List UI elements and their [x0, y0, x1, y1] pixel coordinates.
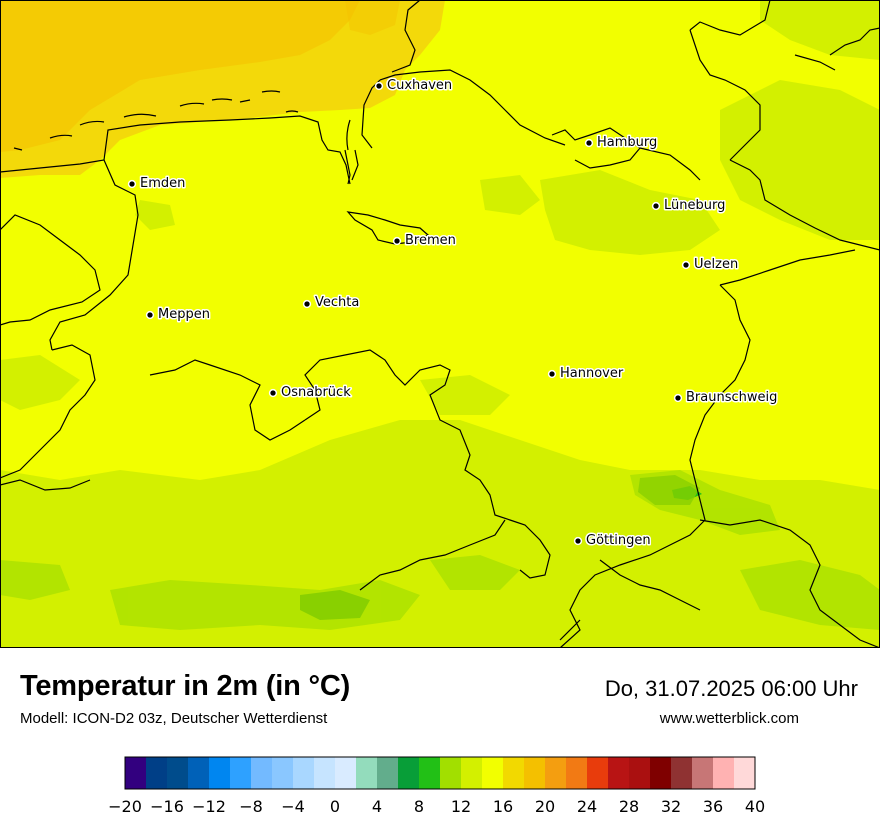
- legend-swatch: [314, 757, 336, 789]
- legend-swatch: [503, 757, 525, 789]
- legend-swatches: [125, 757, 756, 789]
- city-emden: Emden: [127, 175, 187, 193]
- temperature-field-coolest-patches: [300, 475, 702, 620]
- coastlines-and-borders: [0, 0, 880, 648]
- legend-swatch: [461, 757, 483, 789]
- legend-swatch: [692, 757, 714, 789]
- legend-swatch: [587, 757, 609, 789]
- city-vechta: Vechta: [302, 294, 361, 312]
- legend-tick-label: −16: [150, 797, 184, 816]
- city-cuxhaven: Cuxhaven: [374, 77, 454, 95]
- legend-swatch: [377, 757, 399, 789]
- legend-tick-label: −12: [192, 797, 226, 816]
- legend-swatch: [398, 757, 420, 789]
- city-markers: Cuxhaven Hamburg Emden Lüneburg Bremen U…: [127, 77, 779, 550]
- website-credit: www.wetterblick.com: [659, 710, 799, 727]
- legend-swatch: [566, 757, 588, 789]
- svg-text:Vechta: Vechta: [315, 295, 359, 310]
- legend-ticks: −20 −16 −12 −8 −4 0 4 8 12 16 20 24 28 32 36 40: [108, 797, 765, 816]
- legend-swatch: [146, 757, 168, 789]
- city-uelzen: Uelzen: [681, 256, 740, 274]
- legend-swatch: [230, 757, 252, 789]
- legend-tick-label: 16: [493, 797, 513, 816]
- forecast-datetime: Do, 31.07.2025 06:00 Uhr: [604, 676, 858, 701]
- legend-swatch: [188, 757, 210, 789]
- city-hannover: Hannover: [547, 365, 625, 383]
- legend-swatch: [482, 757, 504, 789]
- legend-swatch: [293, 757, 315, 789]
- city-braunschweig: Braunschweig: [673, 389, 779, 407]
- legend-tick-label: 40: [745, 797, 765, 816]
- legend-swatch: [251, 757, 273, 789]
- svg-text:Osnabrück: Osnabrück: [281, 385, 351, 400]
- legend-swatch: [272, 757, 294, 789]
- legend-swatch: [419, 757, 441, 789]
- legend-tick-label: −4: [281, 797, 305, 816]
- city-meppen: Meppen: [145, 306, 211, 324]
- map-title: Temperatur in 2m (in °C): [20, 670, 351, 702]
- legend-swatch: [356, 757, 378, 789]
- city-hamburg: Hamburg: [584, 134, 659, 152]
- legend-tick-label: −20: [108, 797, 142, 816]
- svg-text:Emden: Emden: [140, 176, 185, 191]
- temperature-map: Cuxhaven Hamburg Emden Lüneburg Bremen U…: [0, 0, 880, 648]
- legend-swatch: [125, 757, 147, 789]
- legend-tick-label: 36: [703, 797, 723, 816]
- legend-swatch: [650, 757, 672, 789]
- legend-swatch: [671, 757, 693, 789]
- svg-text:Hamburg: Hamburg: [597, 135, 657, 150]
- legend-swatch: [608, 757, 630, 789]
- legend-swatch: [335, 757, 357, 789]
- legend-swatch: [167, 757, 189, 789]
- svg-text:Lüneburg: Lüneburg: [664, 198, 725, 213]
- legend-swatch: [524, 757, 546, 789]
- temperature-field-sea-warm-3: [345, 0, 400, 35]
- legend-tick-label: 0: [330, 797, 340, 816]
- svg-text:Cuxhaven: Cuxhaven: [387, 78, 452, 93]
- svg-text:Hannover: Hannover: [560, 366, 624, 381]
- legend-swatch: [629, 757, 651, 789]
- city-goettingen: Göttingen: [573, 532, 652, 550]
- legend-tick-label: 24: [577, 797, 597, 816]
- temperature-field-sea-warm-2: [0, 0, 360, 152]
- city-bremen: Bremen: [392, 232, 457, 250]
- svg-text:Meppen: Meppen: [158, 307, 210, 322]
- svg-text:Braunschweig: Braunschweig: [686, 390, 777, 405]
- model-source: Modell: ICON-D2 03z, Deutscher Wetterdie…: [20, 710, 328, 727]
- legend-tick-label: 20: [535, 797, 555, 816]
- legend-tick-label: 4: [372, 797, 382, 816]
- svg-text:Uelzen: Uelzen: [694, 257, 738, 272]
- legend-tick-label: 8: [414, 797, 424, 816]
- legend-tick-label: 12: [451, 797, 471, 816]
- legend-tick-label: −8: [239, 797, 263, 816]
- legend-swatch: [440, 757, 462, 789]
- legend-swatch: [713, 757, 735, 789]
- legend-swatch: [209, 757, 231, 789]
- city-osnabrueck: Osnabrück: [268, 384, 353, 402]
- city-lueneburg: Lüneburg: [651, 197, 727, 215]
- svg-text:Bremen: Bremen: [405, 233, 456, 248]
- legend-tick-label: 32: [661, 797, 681, 816]
- legend-swatch: [545, 757, 567, 789]
- temperature-color-legend: −20 −16 −12 −8 −4 0 4 8 12 16 20 24 28 32 36 40: [100, 752, 780, 830]
- svg-text:Göttingen: Göttingen: [586, 533, 651, 548]
- legend-swatch: [734, 757, 756, 789]
- legend-frame: [124, 756, 756, 790]
- legend-tick-label: 28: [619, 797, 639, 816]
